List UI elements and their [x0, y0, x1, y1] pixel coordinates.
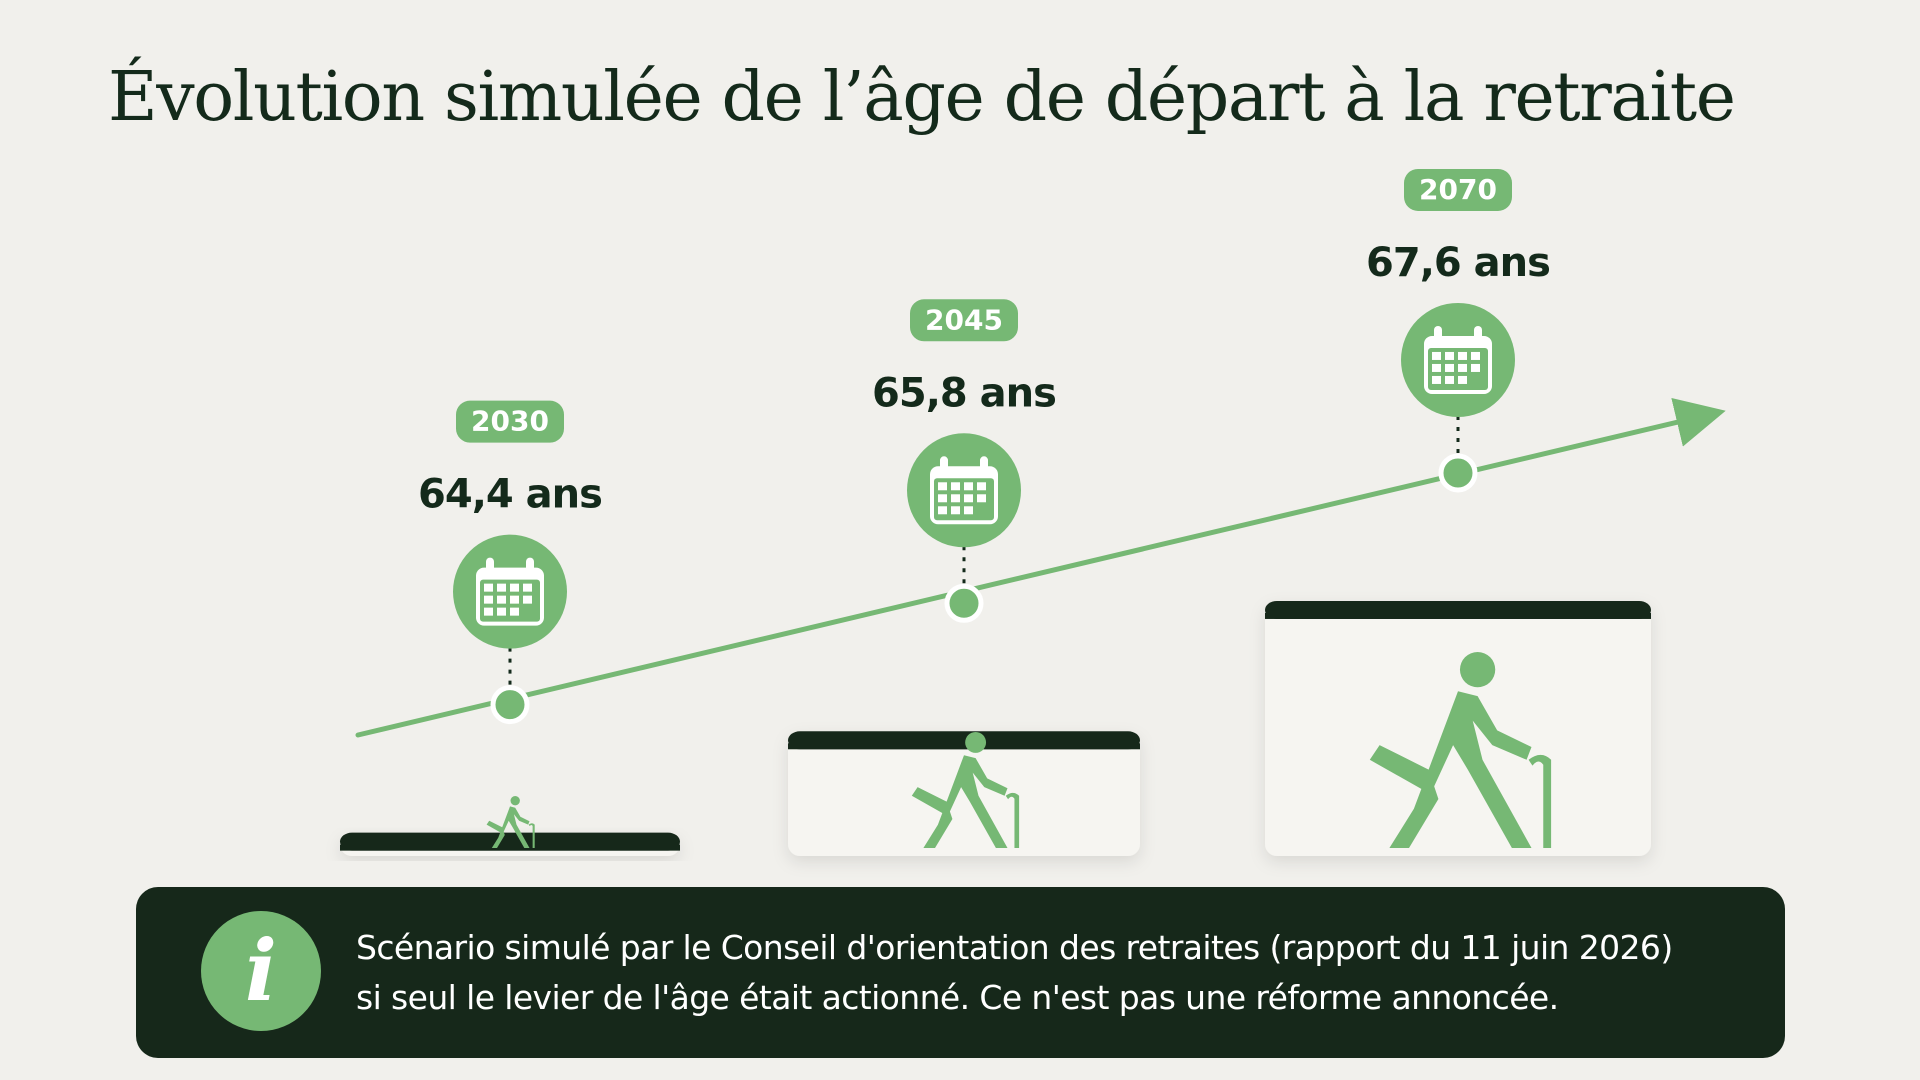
year-label: 2030 — [471, 405, 549, 438]
data-point — [1438, 453, 1478, 493]
calendar-icon — [476, 557, 544, 626]
year-label: 2070 — [1419, 173, 1497, 206]
info-icon: i — [201, 911, 321, 1031]
info-box: i Scénario simulé par le Conseil d'orien… — [136, 887, 1785, 1058]
year-badge — [1404, 168, 1512, 211]
info-line-2: si seul le levier de l'âge était actionn… — [356, 978, 1559, 1017]
calendar-icon — [930, 456, 998, 525]
data-point — [944, 583, 984, 623]
value-label: 65,8 ans — [872, 370, 1056, 416]
trend-line — [355, 397, 1726, 738]
pedestal-2070 — [1265, 600, 1651, 856]
year-label: 2045 — [925, 303, 1003, 336]
data-point — [490, 685, 530, 725]
pedestal-2045 — [788, 731, 1140, 856]
value-label: 64,4 ans — [418, 472, 602, 518]
year-badge — [456, 400, 564, 443]
info-line-1: Scénario simulé par le Conseil d'orienta… — [356, 928, 1673, 967]
chart-title: Évolution simulée de l’âge de départ à l… — [108, 58, 1736, 137]
year-badge — [910, 299, 1018, 342]
info-text: Scénario simulé par le Conseil d'orienta… — [356, 923, 1756, 1023]
value-label: 67,6 ans — [1366, 240, 1550, 286]
pedestal-2030 — [340, 796, 680, 856]
calendar-icon — [1424, 325, 1492, 394]
